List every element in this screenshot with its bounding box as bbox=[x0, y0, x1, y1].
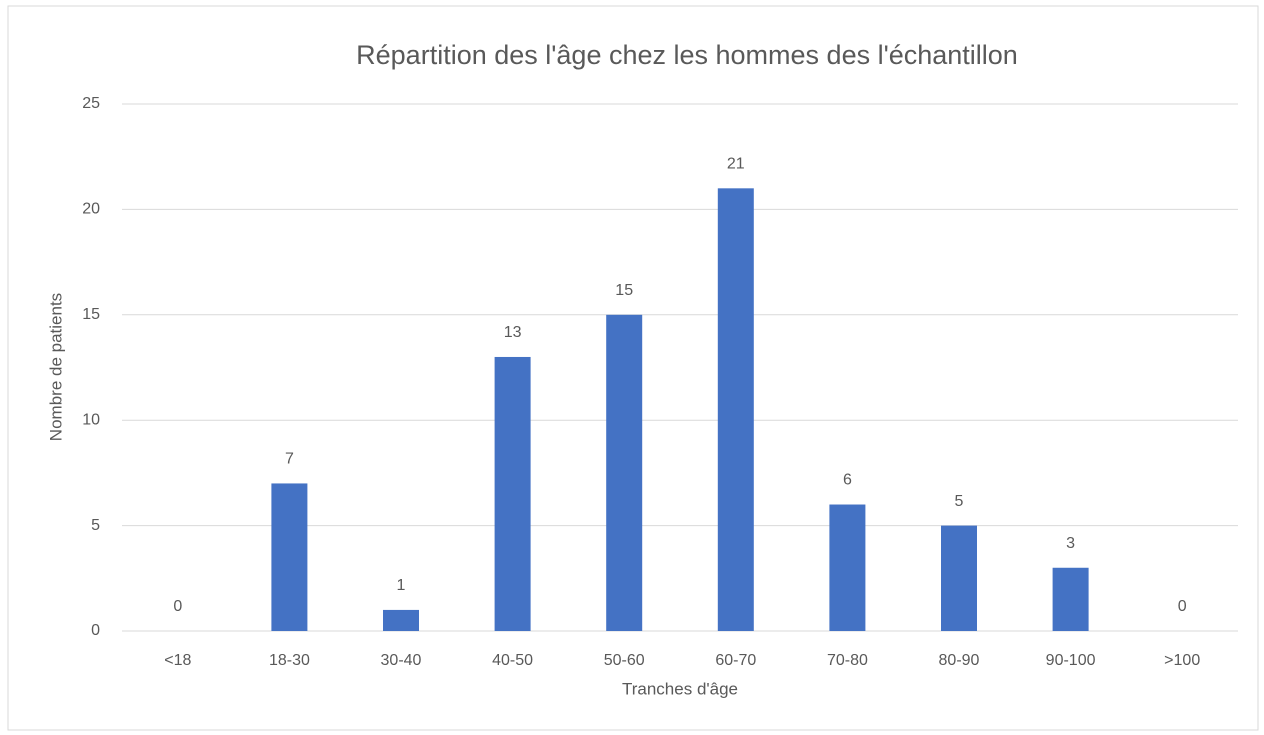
x-tick-label: <18 bbox=[164, 652, 191, 669]
x-axis-title: Tranches d'âge bbox=[622, 679, 738, 698]
bar bbox=[271, 483, 308, 631]
bar bbox=[941, 525, 977, 631]
y-tick-label: 5 bbox=[91, 517, 100, 534]
bar bbox=[383, 609, 419, 631]
x-tick-label: 80-90 bbox=[939, 652, 980, 669]
x-tick-label: 18-30 bbox=[269, 652, 310, 669]
x-tick-label: 50-60 bbox=[604, 652, 645, 669]
bar bbox=[1052, 567, 1089, 631]
data-label: 3 bbox=[1066, 535, 1075, 552]
data-label: 1 bbox=[397, 577, 406, 594]
bar bbox=[717, 188, 754, 631]
data-label: 7 bbox=[285, 451, 294, 468]
data-label: 6 bbox=[843, 472, 852, 489]
data-label: 5 bbox=[955, 493, 964, 510]
x-tick-label: 70-80 bbox=[827, 652, 868, 669]
chart-title: Répartition des l'âge chez les hommes de… bbox=[356, 40, 1018, 70]
y-tick-label: 15 bbox=[82, 306, 100, 323]
y-tick-label: 10 bbox=[82, 411, 100, 428]
x-tick-label: 30-40 bbox=[381, 652, 422, 669]
y-tick-label: 25 bbox=[82, 95, 100, 112]
y-tick-label: 0 bbox=[91, 622, 100, 639]
bar bbox=[606, 314, 643, 631]
x-tick-label: 60-70 bbox=[715, 652, 756, 669]
data-label: 0 bbox=[173, 598, 182, 615]
data-label: 21 bbox=[727, 156, 745, 173]
x-tick-label: >100 bbox=[1164, 652, 1200, 669]
y-axis-title: Nombre de patients bbox=[46, 293, 65, 441]
x-tick-label: 40-50 bbox=[492, 652, 533, 669]
data-label: 0 bbox=[1178, 598, 1187, 615]
y-tick-label: 20 bbox=[82, 201, 100, 218]
data-label: 13 bbox=[504, 324, 522, 341]
data-label: 15 bbox=[615, 282, 633, 299]
bar bbox=[494, 356, 531, 631]
x-tick-label: 90-100 bbox=[1046, 652, 1096, 669]
bar bbox=[829, 504, 866, 631]
